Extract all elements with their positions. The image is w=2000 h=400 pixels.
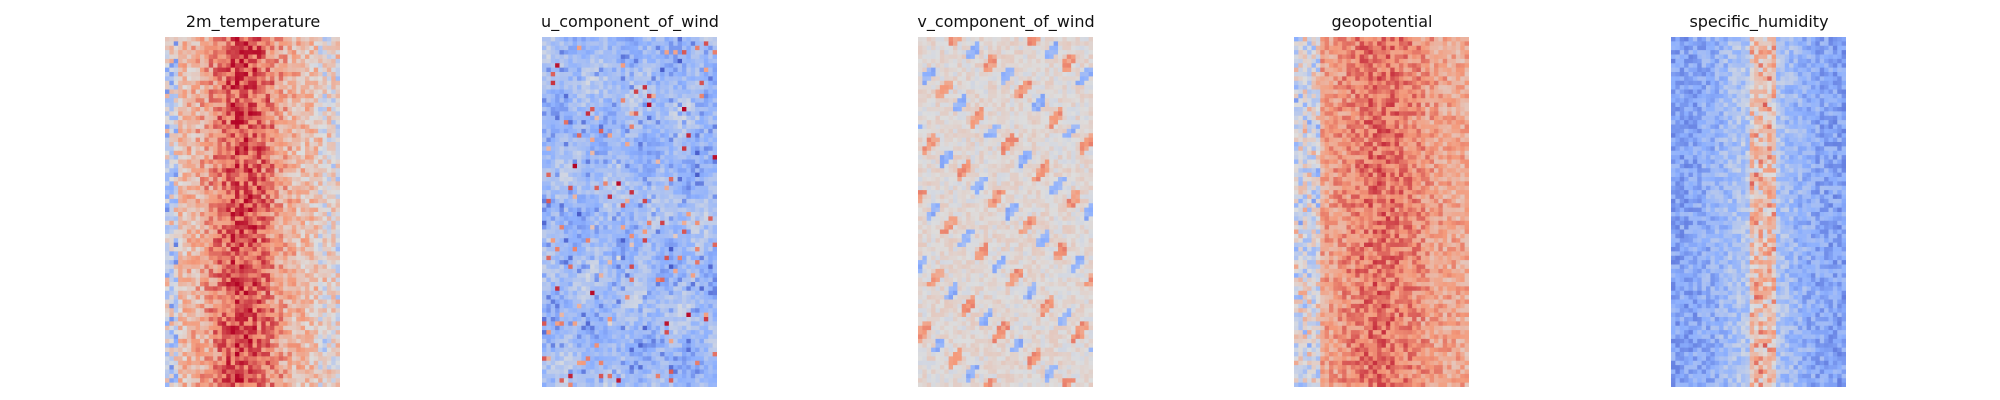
heatmap-u-component-of-wind — [542, 37, 717, 387]
panel-title-v-component-of-wind: v_component_of_wind — [917, 12, 1095, 31]
heatmap-2m-temperature — [165, 37, 340, 387]
panel-title-geopotential: geopotential — [1331, 12, 1433, 31]
heatmap-specific-humidity — [1671, 37, 1846, 387]
heatmap-v-component-of-wind — [918, 37, 1093, 387]
panel-title-specific-humidity: specific_humidity — [1689, 12, 1829, 31]
panel-title-2m-temperature: 2m_temperature — [185, 12, 321, 31]
heatmap-geopotential — [1294, 37, 1469, 387]
panel-title-u-component-of-wind: u_component_of_wind — [541, 12, 719, 31]
